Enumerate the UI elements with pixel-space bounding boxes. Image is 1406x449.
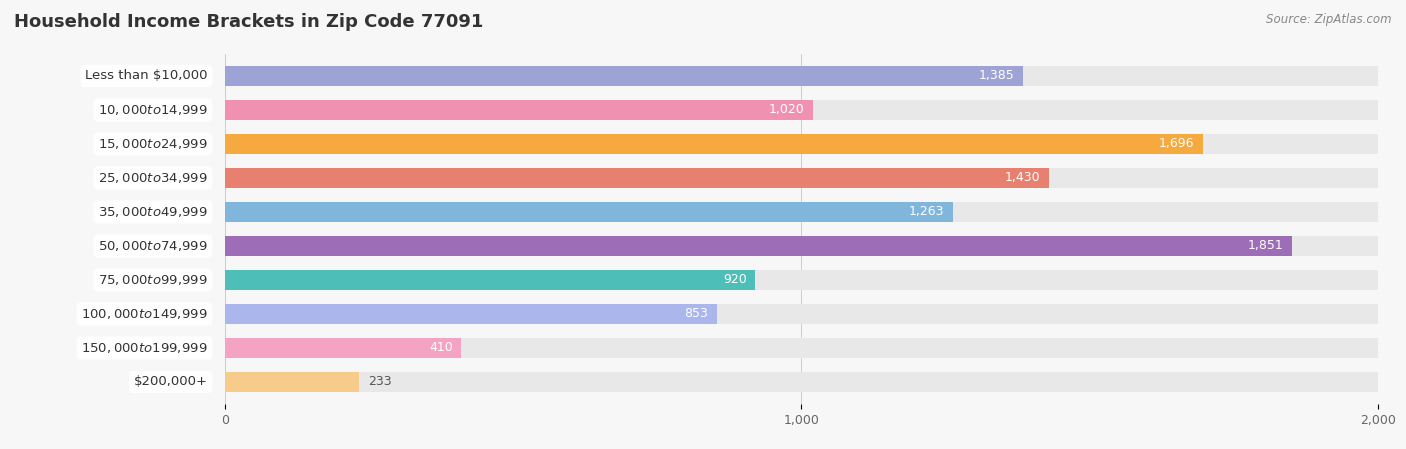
Bar (225, 100, 813, 120)
Text: 1,430: 1,430 (1005, 172, 1040, 185)
Text: $200,000+: $200,000+ (134, 375, 208, 388)
Bar (225, 202, 1378, 222)
Bar (225, 134, 1202, 154)
Text: Less than $10,000: Less than $10,000 (86, 70, 208, 83)
Bar (225, 372, 1378, 392)
Text: 1,020: 1,020 (769, 103, 804, 116)
Text: 920: 920 (723, 273, 747, 286)
Bar (225, 168, 1378, 188)
Text: $150,000 to $199,999: $150,000 to $199,999 (82, 341, 208, 355)
Text: 1,851: 1,851 (1247, 239, 1284, 252)
Text: $50,000 to $74,999: $50,000 to $74,999 (98, 239, 208, 253)
Text: $35,000 to $49,999: $35,000 to $49,999 (98, 205, 208, 219)
Text: $10,000 to $14,999: $10,000 to $14,999 (98, 103, 208, 117)
Text: Household Income Brackets in Zip Code 77091: Household Income Brackets in Zip Code 77… (14, 13, 484, 31)
Text: 853: 853 (685, 308, 709, 321)
Bar (225, 66, 1024, 86)
Bar (225, 270, 1378, 290)
Text: $15,000 to $24,999: $15,000 to $24,999 (98, 137, 208, 151)
Bar (225, 304, 717, 324)
Bar (225, 236, 1292, 256)
Bar (225, 168, 1049, 188)
Bar (225, 338, 1378, 358)
Bar (225, 270, 755, 290)
Text: $25,000 to $34,999: $25,000 to $34,999 (98, 171, 208, 185)
Text: Source: ZipAtlas.com: Source: ZipAtlas.com (1267, 13, 1392, 26)
Text: $75,000 to $99,999: $75,000 to $99,999 (98, 273, 208, 287)
Text: 1,385: 1,385 (979, 70, 1015, 83)
Text: 1,263: 1,263 (908, 206, 945, 219)
Bar (225, 202, 953, 222)
Bar (225, 304, 1378, 324)
Bar (225, 338, 461, 358)
Text: 410: 410 (429, 342, 453, 355)
Text: $100,000 to $149,999: $100,000 to $149,999 (82, 307, 208, 321)
Text: 233: 233 (368, 375, 391, 388)
Bar (225, 66, 1378, 86)
Bar (225, 134, 1378, 154)
Bar (225, 100, 1378, 120)
Bar (225, 372, 360, 392)
Bar (225, 236, 1378, 256)
Text: 1,696: 1,696 (1159, 137, 1194, 150)
